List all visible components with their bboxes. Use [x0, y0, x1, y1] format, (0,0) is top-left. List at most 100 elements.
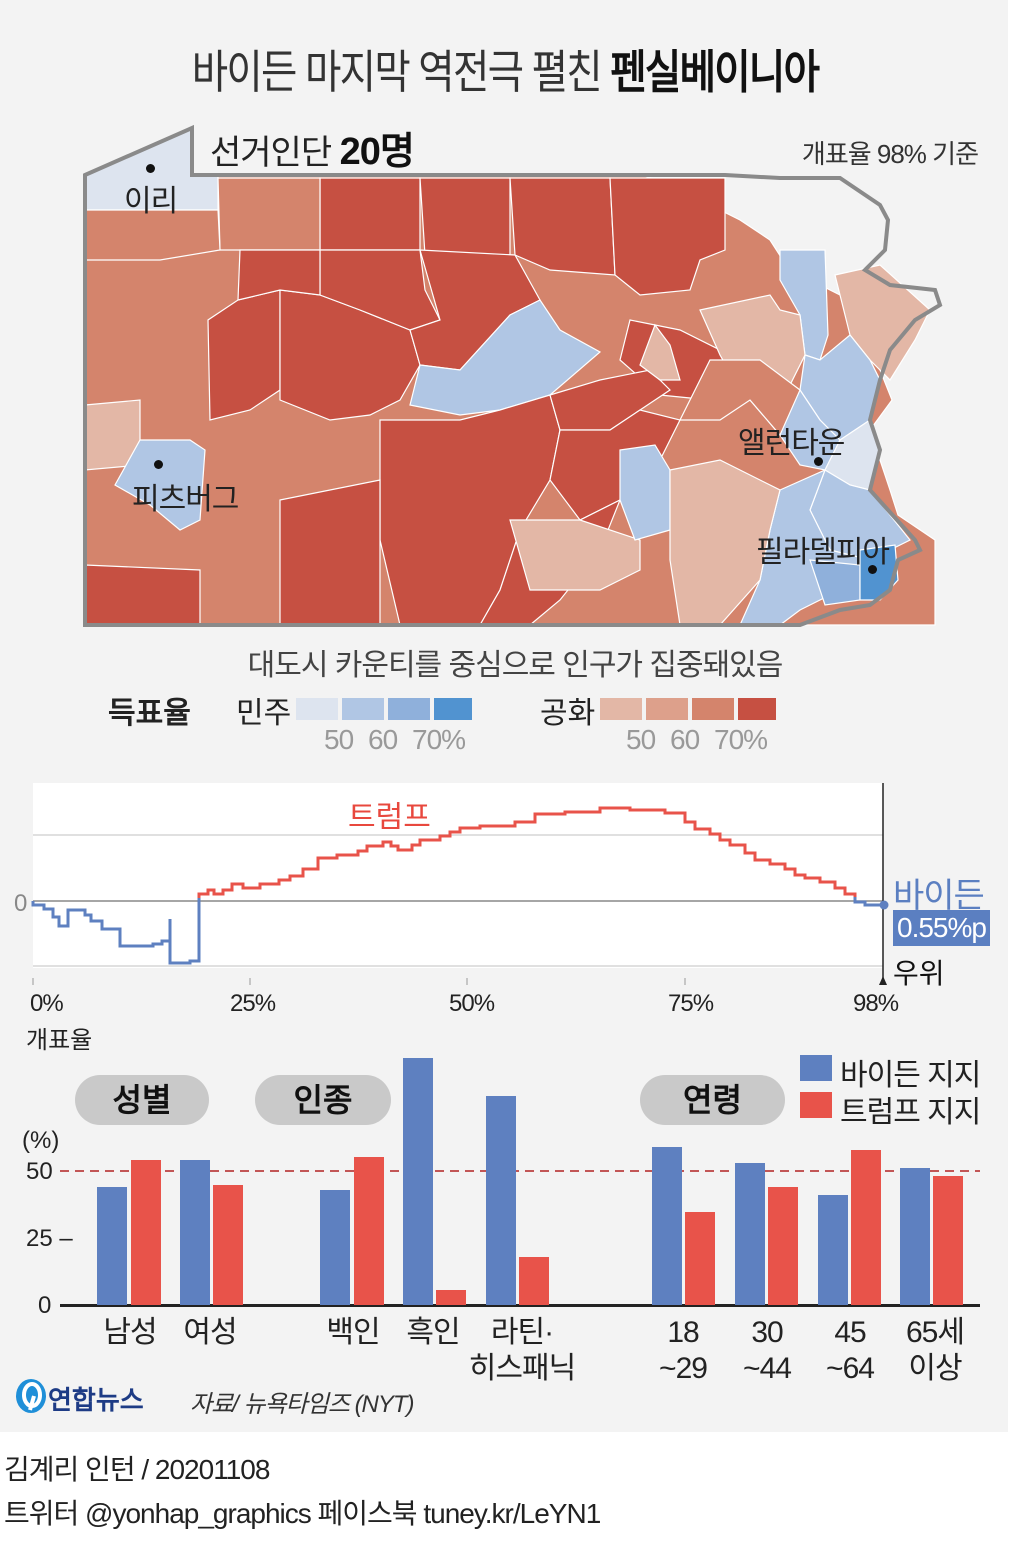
legend-biden-swatch	[800, 1055, 832, 1081]
legend-dem-swatch-2	[342, 698, 384, 720]
bar-trump-18-29	[685, 1212, 715, 1305]
city-label-allentown: 앨런타운	[738, 427, 845, 460]
category-label-65-plus: 65세 이상	[895, 1315, 975, 1387]
category-label-30-44: 30 ~44	[732, 1315, 802, 1387]
category-label-black: 흑인	[398, 1315, 468, 1351]
biden-line-label: 바이든	[893, 877, 985, 915]
page-title: 바이든 마지막 역전극 펼친 펜실베이니아	[71, 36, 940, 102]
legend-rep-swatch-4	[738, 698, 776, 720]
map-legend: 득표율 민주 50 60 70% 공화 50 60 70%	[0, 688, 1010, 768]
y-zero-label: 0	[14, 890, 28, 917]
margin-line-plot	[31, 783, 889, 985]
group-pill-age: 연령	[640, 1075, 785, 1125]
legend-dem-tick-70: 70%	[412, 724, 466, 755]
cat-line1: 백인	[326, 1316, 380, 1349]
cat-line2: ~44	[743, 1352, 792, 1385]
group-pill-gender: 성별	[75, 1075, 209, 1125]
legend-rep-tick-60: 60	[670, 724, 700, 755]
title-highlight: 펜실베이니아	[610, 46, 820, 98]
cat-line2: ~29	[659, 1352, 708, 1385]
city-dot-erie	[146, 164, 155, 173]
city-dot-pittsburgh	[154, 460, 163, 469]
legend-dem-label: 민주	[236, 697, 292, 730]
bar-trump-65-plus	[933, 1176, 963, 1305]
cat-line2: 히스패닉	[468, 1352, 576, 1385]
x-tick-98: 98%	[853, 990, 899, 1017]
cat-line1: 30	[751, 1316, 783, 1349]
x-tick-0: 0%	[30, 990, 64, 1017]
bar-trump-female	[213, 1185, 243, 1305]
legend-biden-label: 바이든 지지	[840, 1059, 981, 1092]
category-label-18-29: 18 ~29	[648, 1315, 718, 1387]
legend-title: 득표율	[108, 697, 191, 730]
legend-rep-swatch-3	[692, 698, 734, 720]
count-basis: 개표율 98% 기준	[801, 139, 979, 169]
legend-dem-swatch-4	[434, 698, 472, 720]
bar-trump-white	[354, 1157, 384, 1305]
electors-prefix: 선거인단	[210, 134, 340, 172]
bar-trump-male	[131, 1160, 161, 1305]
margin-value-badge: 0.55%p	[893, 910, 990, 946]
title-text: 바이든 마지막 역전극 펼친	[191, 46, 611, 98]
cat-line1: 여성	[183, 1316, 237, 1349]
bar-biden-30-44	[735, 1163, 765, 1305]
pennsylvania-county-map	[83, 124, 943, 627]
y-unit: (%)	[22, 1127, 60, 1154]
legend-dem-swatch-3	[388, 698, 430, 720]
trump-line-label: 트럼프	[348, 801, 431, 834]
legend-dem-tick-50: 50	[324, 724, 354, 755]
bar-biden-45-64	[818, 1195, 848, 1305]
social-links: 트위터 @yonhap_graphics 페이스북 tuney.kr/LeYN1	[4, 1498, 601, 1529]
bar-trump-30-44	[768, 1187, 798, 1305]
category-label-latino: 라틴· 히스패닉	[462, 1315, 582, 1387]
bar-baseline	[60, 1304, 980, 1307]
legend-rep-swatch-1	[600, 698, 642, 720]
legend-rep-label: 공화	[540, 697, 596, 730]
bar-biden-male	[97, 1187, 127, 1305]
author-credit: 김계리 인턴 / 20201108	[4, 1454, 270, 1485]
city-label-philadelphia: 필라델피아	[756, 536, 890, 569]
legend-rep-tick-70: 70%	[714, 724, 768, 755]
cat-line1: 남성	[103, 1316, 157, 1349]
bar-biden-female	[180, 1160, 210, 1305]
city-label-erie: 이리	[124, 185, 178, 218]
map-note: 대도시 카운티를 중심으로 인구가 집중돼있음	[247, 649, 784, 682]
y-tick-25: 25 –	[26, 1225, 73, 1252]
bar-trump-45-64	[851, 1150, 881, 1305]
city-dot-allentown	[814, 457, 823, 466]
legend-trump-swatch	[800, 1092, 832, 1118]
lead-label: 우위	[893, 958, 945, 989]
city-dot-philadelphia	[868, 565, 877, 574]
y-tick-50: 50	[26, 1158, 53, 1185]
cat-line1: 흑인	[406, 1316, 460, 1349]
bar-trump-black	[436, 1290, 466, 1305]
legend-trump-label: 트럼프 지지	[840, 1096, 981, 1129]
cat-line1: 65세	[906, 1316, 965, 1349]
city-label-pittsburgh: 피츠버그	[132, 483, 239, 516]
bar-biden-latino	[486, 1096, 516, 1305]
category-label-45-64: 45 ~64	[815, 1315, 885, 1387]
margin-line-chart	[33, 783, 883, 968]
cat-line1: 18	[667, 1316, 699, 1349]
category-label-male: 남성	[95, 1315, 165, 1351]
legend-dem-swatch-1	[296, 698, 338, 720]
cat-line1: 45	[834, 1316, 866, 1349]
x-tick-50: 50%	[449, 990, 495, 1017]
cat-line2: 이상	[908, 1352, 962, 1385]
electors-label: 선거인단 20명	[210, 120, 415, 175]
category-label-female: 여성	[175, 1315, 245, 1351]
x-tick-75: 75%	[668, 990, 714, 1017]
category-label-white: 백인	[318, 1315, 388, 1351]
x-axis-label: 개표율	[26, 1027, 93, 1054]
yonhap-logo-icon	[16, 1379, 46, 1413]
electors-count: 20명	[339, 131, 415, 173]
bar-chart-axes	[60, 1170, 980, 1172]
group-pill-race: 인종	[255, 1075, 391, 1125]
x-tick-25: 25%	[230, 990, 276, 1017]
cat-line1: 라틴·	[490, 1316, 554, 1349]
bar-biden-18-29	[652, 1147, 682, 1305]
yonhap-logo-text: 연합뉴스	[48, 1385, 144, 1415]
legend-dem-tick-60: 60	[368, 724, 398, 755]
legend-rep-tick-50: 50	[626, 724, 656, 755]
bar-biden-white	[320, 1190, 350, 1305]
